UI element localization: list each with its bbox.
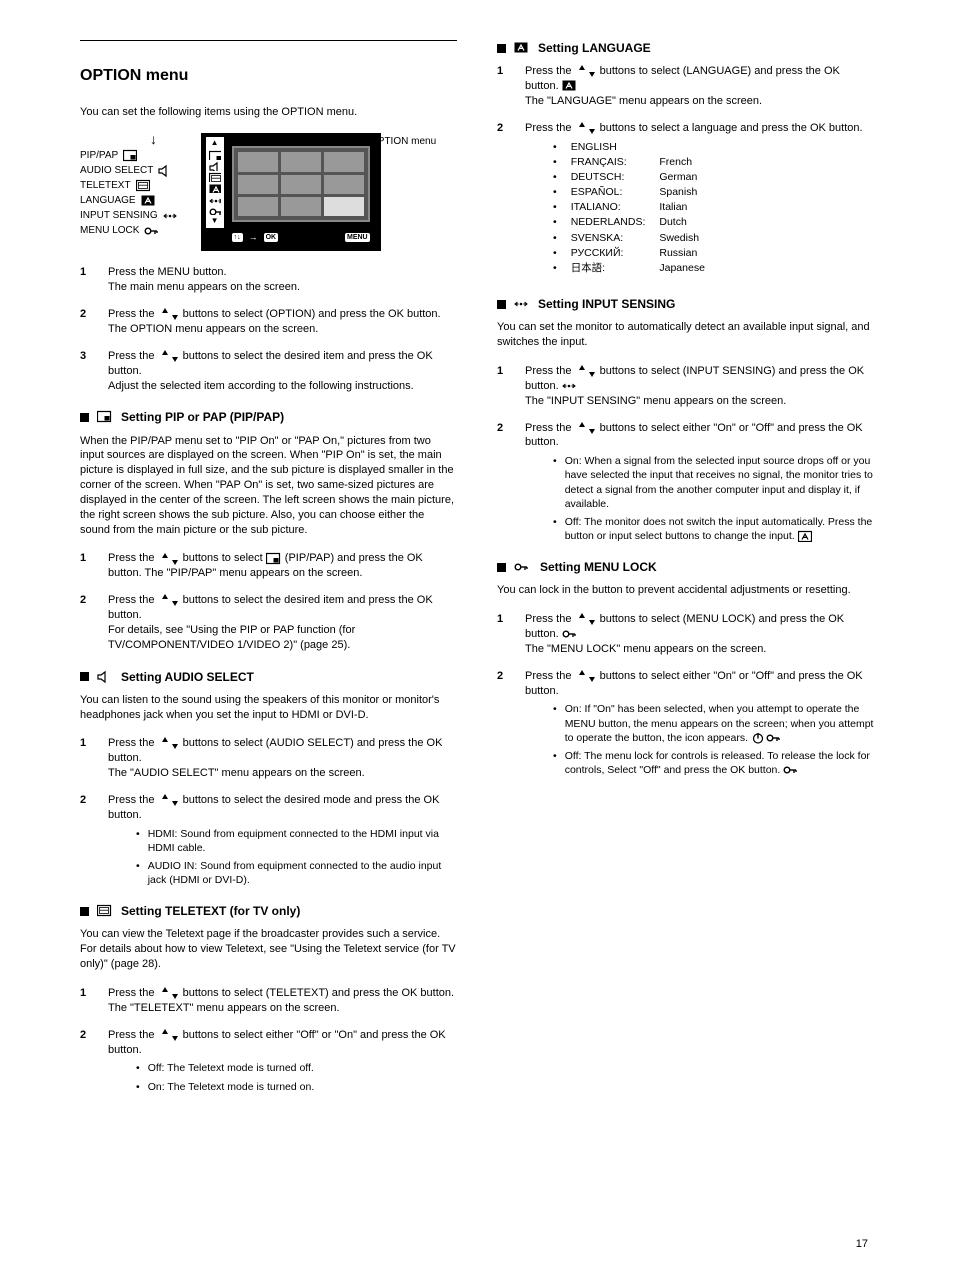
- updown-icon: [158, 736, 180, 750]
- lock-body: You can lock in the button to prevent ac…: [497, 583, 874, 598]
- detect-icon: [163, 209, 177, 223]
- lang-step-1: 1 Press the buttons to select (LANGUAGE)…: [497, 64, 874, 109]
- teletext-step-2: 2 Press the buttons to select either "Of…: [80, 1028, 457, 1094]
- updown-icon: [575, 64, 597, 78]
- page-title: OPTION menu: [80, 65, 457, 87]
- section-audio-header: Setting AUDIO SELECT: [80, 669, 457, 685]
- updown-icon: [575, 364, 597, 378]
- detect-icon: [514, 297, 530, 311]
- lock-step-1: 1 Press the buttons to select (MENU LOCK…: [497, 612, 874, 657]
- intro-text: You can set the following items using th…: [80, 105, 457, 120]
- sense-step-2: 2 Press the buttons to select either "On…: [497, 421, 874, 544]
- language-box-icon: [562, 79, 578, 93]
- sense-step-1: 1 Press the buttons to select (INPUT SEN…: [497, 364, 874, 409]
- updown-icon: [575, 121, 597, 135]
- updown-icon: [158, 986, 180, 1000]
- updown-icon: [158, 307, 180, 321]
- updown-icon: [158, 593, 180, 607]
- updown-icon: [158, 793, 180, 807]
- teletext-icon: [97, 904, 113, 918]
- section-language-header: Setting LANGUAGE: [497, 40, 874, 56]
- updown-icon: [158, 1028, 180, 1042]
- updown-icon: [158, 552, 180, 566]
- updown-icon: [575, 669, 597, 683]
- language-box-icon: [514, 41, 530, 55]
- updown-icon: [575, 421, 597, 435]
- osd-label: OPTION menu: [370, 135, 436, 149]
- section-menu-lock-header: Setting MENU LOCK: [497, 559, 874, 575]
- key-icon: [783, 763, 799, 777]
- audio-step-1: 1 Press the buttons to select (AUDIO SEL…: [80, 736, 457, 781]
- option-menu-figure: ↓ PIP/PAP AUDIO SELECT TELETEXT LANGUAGE…: [80, 133, 457, 251]
- lang-step-2: 2 Press the buttons to select a language…: [497, 121, 874, 280]
- pip-icon: [97, 410, 113, 424]
- pip-step-1: 1 Press the buttons to select (PIP/PAP) …: [80, 551, 457, 581]
- osd-screen: ▲ ▼ ↑↓: [201, 133, 381, 251]
- section-teletext-header: Setting TELETEXT (for TV only): [80, 903, 457, 919]
- language-table: •ENGLISH •FRANÇAIS:French •DEUTSCH:Germa…: [553, 140, 719, 277]
- key-icon: [562, 627, 580, 641]
- language-box-icon: [798, 530, 812, 542]
- step-1: 1 Press the MENU button. The main menu a…: [80, 265, 457, 295]
- down-arrow: ↓: [80, 131, 177, 147]
- speaker-icon: [158, 164, 172, 178]
- key-icon: [144, 224, 158, 238]
- lock-step-2: 2 Press the buttons to select either "On…: [497, 669, 874, 778]
- teletext-body: You can view the Teletext page if the br…: [80, 927, 457, 972]
- step-2: 2 Press the buttons to select (OPTION) a…: [80, 307, 457, 337]
- speaker-icon: [97, 670, 113, 684]
- key-icon: [514, 560, 532, 574]
- power-icon: [751, 731, 765, 745]
- pip-body: When the PIP/PAP menu set to "PIP On" or…: [80, 434, 457, 538]
- pip-icon: [266, 552, 282, 566]
- section-input-sensing-header: Setting INPUT SENSING: [497, 296, 874, 312]
- menu-item-list: ↓ PIP/PAP AUDIO SELECT TELETEXT LANGUAGE…: [80, 133, 177, 237]
- sense-body: You can set the monitor to automatically…: [497, 320, 874, 350]
- key-icon: [766, 731, 782, 745]
- language-box-icon: [141, 194, 155, 208]
- teletext-icon: [136, 179, 150, 193]
- detect-icon: [562, 379, 578, 393]
- audio-body: You can listen to the sound using the sp…: [80, 693, 457, 723]
- teletext-step-1: 1 Press the buttons to select (TELETEXT)…: [80, 986, 457, 1016]
- section-pip-header: Setting PIP or PAP (PIP/PAP): [80, 409, 457, 425]
- audio-step-2: 2 Press the buttons to select the desire…: [80, 793, 457, 887]
- updown-icon: [158, 349, 180, 363]
- page-number: 17: [856, 1237, 868, 1252]
- pip-step-2: 2 Press the buttons to select the desire…: [80, 593, 457, 652]
- step-3: 3 Press the buttons to select the desire…: [80, 349, 457, 394]
- pip-icon: [123, 149, 137, 163]
- updown-icon: [575, 612, 597, 626]
